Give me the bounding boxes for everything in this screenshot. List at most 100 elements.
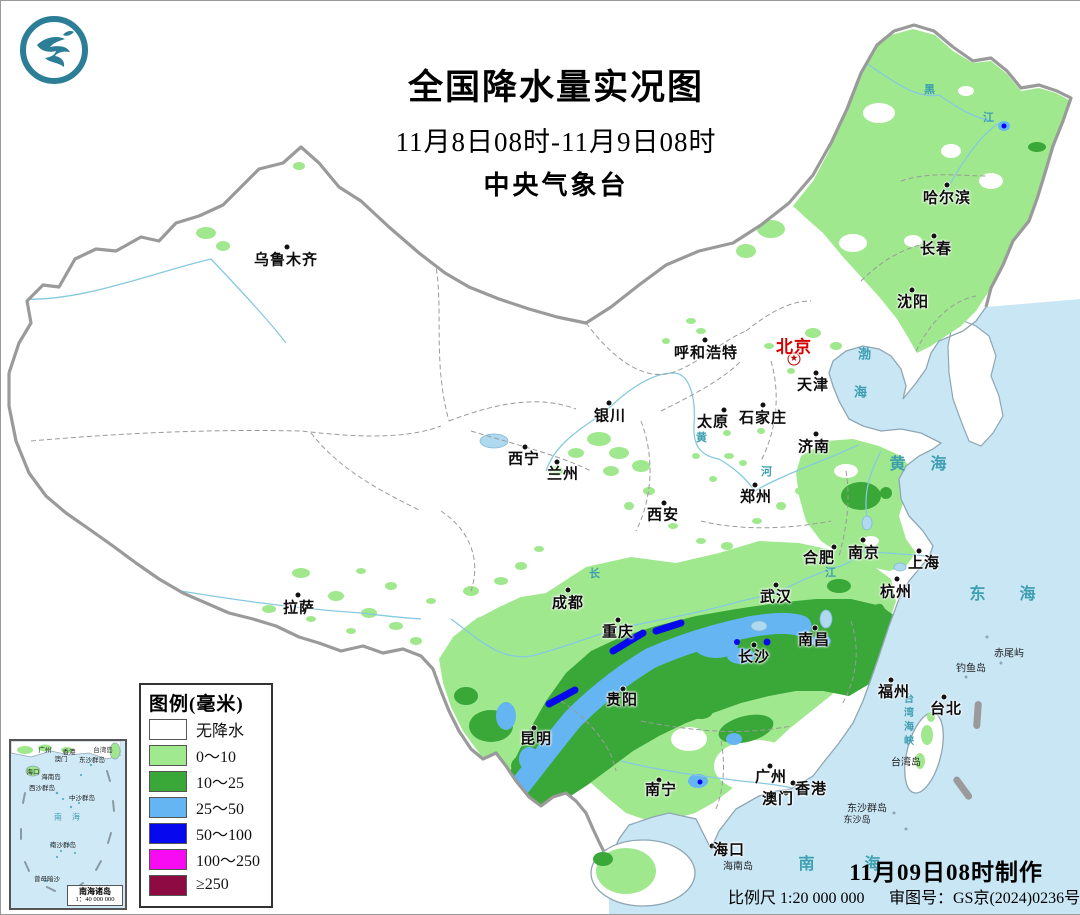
- sea-label: 江: [825, 567, 837, 579]
- city-marker: [751, 642, 757, 648]
- city-label: 上海: [907, 555, 941, 572]
- taiwan-island: [904, 712, 944, 794]
- city-label: 香港: [794, 781, 828, 798]
- sea-label: 黄: [696, 432, 708, 444]
- city-label: 广州: [754, 769, 788, 786]
- city-marker: [941, 694, 947, 700]
- city-marker: [721, 407, 727, 413]
- legend-swatch: [149, 718, 187, 740]
- city-marker: [661, 500, 667, 506]
- legend-box: 图例(毫米) 无降水 0～10 10～25 25～50 50～100 100～250 ≥25…: [139, 683, 273, 908]
- city-marker: [916, 548, 922, 554]
- title-block: 全国降水量实况图 11月8日08时-11月9日08时 中央气象台: [331, 59, 781, 202]
- legend-row: 无降水: [149, 716, 271, 742]
- island-label: 台湾岛: [891, 757, 921, 769]
- inset-label: 曾母暗沙: [34, 876, 60, 883]
- city-marker: [760, 402, 766, 408]
- precipitation-layer: [15, 29, 1069, 821]
- city-marker: [783, 790, 789, 796]
- city-marker: [531, 725, 537, 731]
- inset-caption: 南海诸岛 1：40 000 000: [67, 885, 123, 906]
- city-label: 南京: [847, 545, 881, 562]
- city-marker: [831, 544, 837, 550]
- city-label: 合肥: [802, 550, 836, 567]
- legend-row: 10～25: [149, 768, 271, 794]
- island-label: 钓鱼岛: [956, 663, 986, 675]
- sea-area: [609, 299, 1080, 914]
- city-label: 济南: [797, 439, 831, 456]
- sea-label: 东: [969, 586, 987, 603]
- city-label: 武汉: [759, 589, 793, 606]
- coastline: [608, 306, 987, 862]
- city-label: 昆明: [519, 731, 553, 748]
- sea-label: 台湾海峡: [901, 693, 913, 749]
- city-label: 南昌: [797, 632, 831, 649]
- city-marker: [767, 763, 773, 769]
- city-label: 杭州: [879, 584, 913, 601]
- legend-row: 0～10: [149, 742, 271, 768]
- island-label: 海南岛: [723, 861, 753, 873]
- agency-name: 中央气象台: [483, 171, 629, 200]
- page-title: 全国降水量实况图: [407, 68, 704, 107]
- city-label: 长沙: [737, 649, 771, 666]
- city-label: 郑州: [739, 489, 773, 506]
- city-marker: [813, 370, 819, 376]
- city-label: 海口: [712, 842, 746, 859]
- sea-label: 河: [761, 466, 773, 478]
- sea-label: 海: [853, 384, 869, 400]
- inset-caption-title: 南海诸岛: [79, 887, 111, 896]
- city-marker: [615, 617, 621, 623]
- south-china-sea-inset: 南海诸岛 1：40 000 000: [9, 739, 127, 910]
- city-marker: [860, 537, 866, 543]
- legend-swatch: [149, 874, 187, 896]
- city-marker: [656, 777, 662, 783]
- sea-label: 海: [1019, 586, 1037, 603]
- city-label: 澳门: [761, 791, 795, 808]
- city-marker: [894, 576, 900, 582]
- city-marker: [944, 182, 950, 188]
- inset-label: 海南岛: [41, 774, 61, 781]
- city-marker: [620, 686, 626, 692]
- country-border-south: [7, 373, 611, 862]
- sea-label: 南: [798, 856, 816, 873]
- legend-label: 10～25: [196, 775, 245, 792]
- sea-label: 黑: [924, 84, 936, 96]
- inset-label: 东沙群岛: [79, 757, 105, 764]
- inset-label: 海口: [26, 769, 40, 776]
- city-marker: [606, 400, 612, 406]
- offshore-islands: [892, 635, 1003, 831]
- city-marker: [813, 431, 819, 437]
- legend-swatch: [149, 770, 187, 792]
- page-subtitle: 11月8日08时-11月9日08时: [395, 127, 717, 157]
- legend-row: 100～250: [149, 846, 271, 872]
- city-label: 乌鲁木齐: [253, 252, 319, 269]
- city-label: 太原: [696, 414, 730, 431]
- city-label: 呼和浩特: [673, 345, 739, 362]
- legend-label: 100～250: [196, 853, 261, 870]
- city-label: 天津: [796, 377, 830, 394]
- legend-label: ≥250: [196, 876, 229, 893]
- city-label: 沈阳: [896, 294, 930, 311]
- city-label: 北京: [776, 337, 812, 357]
- city-label: 长春: [919, 241, 953, 258]
- country-border: [7, 23, 1073, 374]
- approval-number: 审图号：GS京(2024)0236号: [889, 890, 1080, 907]
- inset-label: 澳门: [54, 756, 68, 763]
- inset-label: 中沙群岛: [69, 795, 95, 802]
- city-marker: [295, 592, 301, 598]
- legend-label: 50～100: [196, 827, 253, 844]
- sea-label: 江: [983, 112, 995, 124]
- sea-label: 海: [930, 456, 948, 473]
- legend-title: 图例(毫米): [149, 694, 244, 715]
- sea-label: 海: [864, 856, 882, 873]
- sea-label: 黄: [889, 456, 907, 473]
- city-label: 贵阳: [605, 692, 639, 709]
- capital-star-marker: ★: [787, 352, 801, 366]
- sea-label: 长: [589, 568, 601, 580]
- inset-label: 南 海: [54, 812, 84, 822]
- inset-label: 广州: [38, 747, 52, 754]
- city-marker: [709, 843, 715, 849]
- city-label: 福州: [877, 684, 911, 701]
- legend-row: 25～50: [149, 794, 271, 820]
- legend-label: 0～10: [196, 749, 237, 766]
